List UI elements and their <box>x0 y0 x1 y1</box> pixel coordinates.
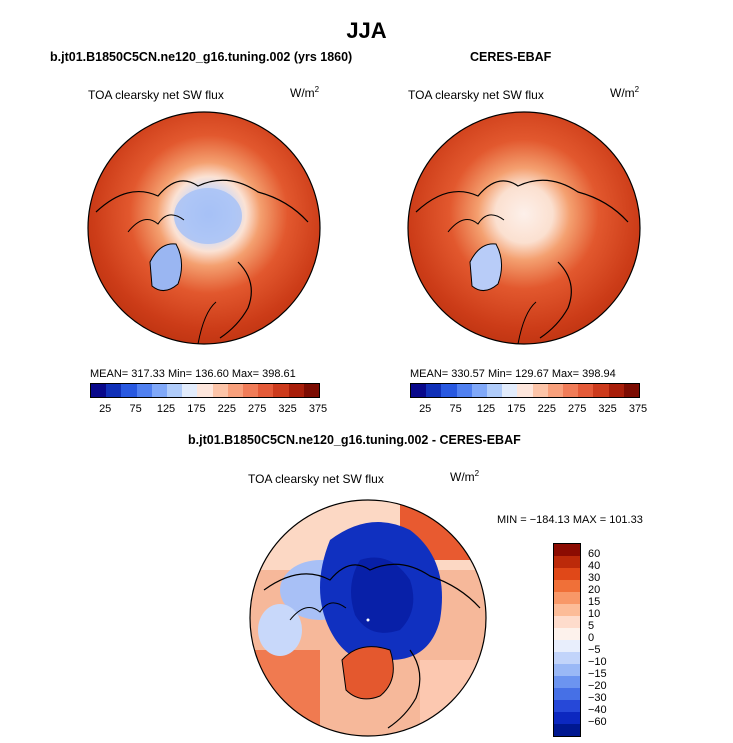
colorbar-swatch <box>303 384 320 397</box>
colorbar-tick-label: 25 <box>419 403 432 415</box>
colorbar-swatch <box>121 384 137 397</box>
colorbar-swatch <box>547 384 564 397</box>
colorbar-tick-label: 125 <box>476 403 496 415</box>
polar-map-obs <box>407 111 641 345</box>
colorbar-swatch <box>426 384 442 397</box>
colorbar-tick-label: −40 <box>588 704 607 716</box>
colorbar-swatch <box>182 384 198 397</box>
colorbar-tick-label: −5 <box>588 644 601 656</box>
colorbar-tick-label: 275 <box>248 403 267 415</box>
colorbar-swatch <box>167 384 183 397</box>
colorbar-swatch <box>554 676 580 688</box>
variable-label-diff: TOA clearsky net SW flux <box>248 472 384 486</box>
colorbar-swatch <box>554 640 580 652</box>
colorbar-tick-label: 375 <box>628 403 648 415</box>
panel-title-model: b.jt01.B1850C5CN.ne120_g16.tuning.002 (y… <box>50 50 353 64</box>
colorbar-tick-label: 125 <box>156 403 176 415</box>
colorbar-swatch <box>554 652 580 664</box>
colorbar-tick-label: −60 <box>588 716 607 728</box>
colorbar-swatch <box>623 384 640 397</box>
colorbar-swatch <box>243 384 259 397</box>
colorbar-tick-label: 15 <box>588 596 601 608</box>
colorbar-tick-label: 0 <box>588 632 595 644</box>
colorbar-tick-label: 25 <box>99 403 112 415</box>
colorbar-swatch <box>151 384 168 397</box>
colorbar-tick-label: 10 <box>588 608 601 620</box>
colorbar-tick-label: 5 <box>588 620 595 632</box>
colorbar-ticks-obs: 25 75 125 175 225 275 325 375 <box>410 403 647 417</box>
colorbar-tick-label: −20 <box>588 680 607 692</box>
colorbar-ticks-model: 25 75 125 175 225 275 325 375 <box>90 403 327 417</box>
colorbar-tick-label: −10 <box>588 656 607 668</box>
colorbar-swatch <box>554 628 580 640</box>
variable-label-obs: TOA clearsky net SW flux <box>408 88 544 102</box>
colorbar-swatch <box>554 544 580 556</box>
colorbar-swatch <box>563 384 579 397</box>
colorbar-tick-label: 275 <box>568 403 587 415</box>
colorbar-tick-label: 325 <box>278 403 297 415</box>
colorbar-swatch <box>578 384 594 397</box>
colorbar-swatch <box>136 384 152 397</box>
colorbar-swatch <box>554 580 580 592</box>
colorbar-swatch <box>197 384 213 397</box>
stats-diff: MIN = −184.13 MAX = 101.33 <box>497 514 643 526</box>
colorbar-swatch <box>212 384 228 397</box>
colorbar-swatch <box>554 616 580 628</box>
variable-label-model: TOA clearsky net SW flux <box>88 88 224 102</box>
units-label-model: W/m2 <box>290 85 320 100</box>
colorbar-swatch <box>593 384 609 397</box>
colorbar-swatch <box>608 384 624 397</box>
colorbar-swatch <box>554 700 580 712</box>
colorbar-tick-label: 75 <box>129 403 142 415</box>
colorbar-swatch <box>471 384 488 397</box>
units-label-diff: W/m2 <box>450 469 480 484</box>
colorbar-tick-label: 225 <box>217 403 236 415</box>
colorbar-swatch <box>554 664 580 676</box>
colorbar-diff <box>553 543 581 737</box>
colorbar-swatch <box>258 384 274 397</box>
units-label-obs: W/m2 <box>610 85 640 100</box>
colorbar-tick-label: 325 <box>598 403 617 415</box>
colorbar-tick-label: 75 <box>449 403 462 415</box>
colorbar-tick-label: 175 <box>507 403 526 415</box>
colorbar-swatch <box>554 568 580 580</box>
colorbar-tick-label: 20 <box>588 584 601 596</box>
panel-title-obs: CERES-EBAF <box>470 50 552 64</box>
colorbar-tick-label: −15 <box>588 668 607 680</box>
colorbar-swatch <box>554 556 580 568</box>
colorbar-swatch <box>441 384 457 397</box>
colorbar-swatch <box>554 688 580 700</box>
colorbar-tick-label: 375 <box>308 403 328 415</box>
colorbar-swatch <box>554 712 580 724</box>
main-title: JJA <box>346 18 387 43</box>
colorbar-swatch <box>554 592 580 604</box>
colorbar-tick-label: −30 <box>588 692 607 704</box>
colorbar-swatch <box>456 384 472 397</box>
colorbar-model <box>90 383 320 398</box>
colorbar-tick-label: 175 <box>187 403 206 415</box>
polar-map-diff <box>249 499 487 737</box>
colorbar-swatch <box>273 384 289 397</box>
colorbar-tick-label: 40 <box>588 560 601 572</box>
colorbar-swatch <box>487 384 503 397</box>
colorbar-swatch <box>532 384 548 397</box>
colorbar-tick-label: 225 <box>537 403 556 415</box>
colorbar-swatch <box>554 724 580 736</box>
colorbar-swatch <box>288 384 304 397</box>
colorbar-obs <box>410 383 640 398</box>
colorbar-swatch <box>517 384 533 397</box>
colorbar-swatch <box>91 384 107 397</box>
colorbar-swatch <box>411 384 427 397</box>
panel-title-diff: b.jt01.B1850C5CN.ne120_g16.tuning.002 - … <box>188 433 521 447</box>
polar-map-model <box>87 111 321 345</box>
colorbar-tick-label: 30 <box>588 572 601 584</box>
colorbar-swatch <box>502 384 518 397</box>
colorbar-swatch <box>227 384 244 397</box>
stats-obs: MEAN= 330.57 Min= 129.67 Max= 398.94 <box>410 368 616 380</box>
stats-model: MEAN= 317.33 Min= 136.60 Max= 398.61 <box>90 368 296 380</box>
colorbar-swatch <box>106 384 122 397</box>
colorbar-ticks-diff: 60 40 30 20 15 10 5 0 −5 −10 −15 −20 −30 −40 −60 <box>588 543 628 735</box>
colorbar-swatch <box>554 604 580 616</box>
colorbar-tick-label: 60 <box>588 548 601 560</box>
